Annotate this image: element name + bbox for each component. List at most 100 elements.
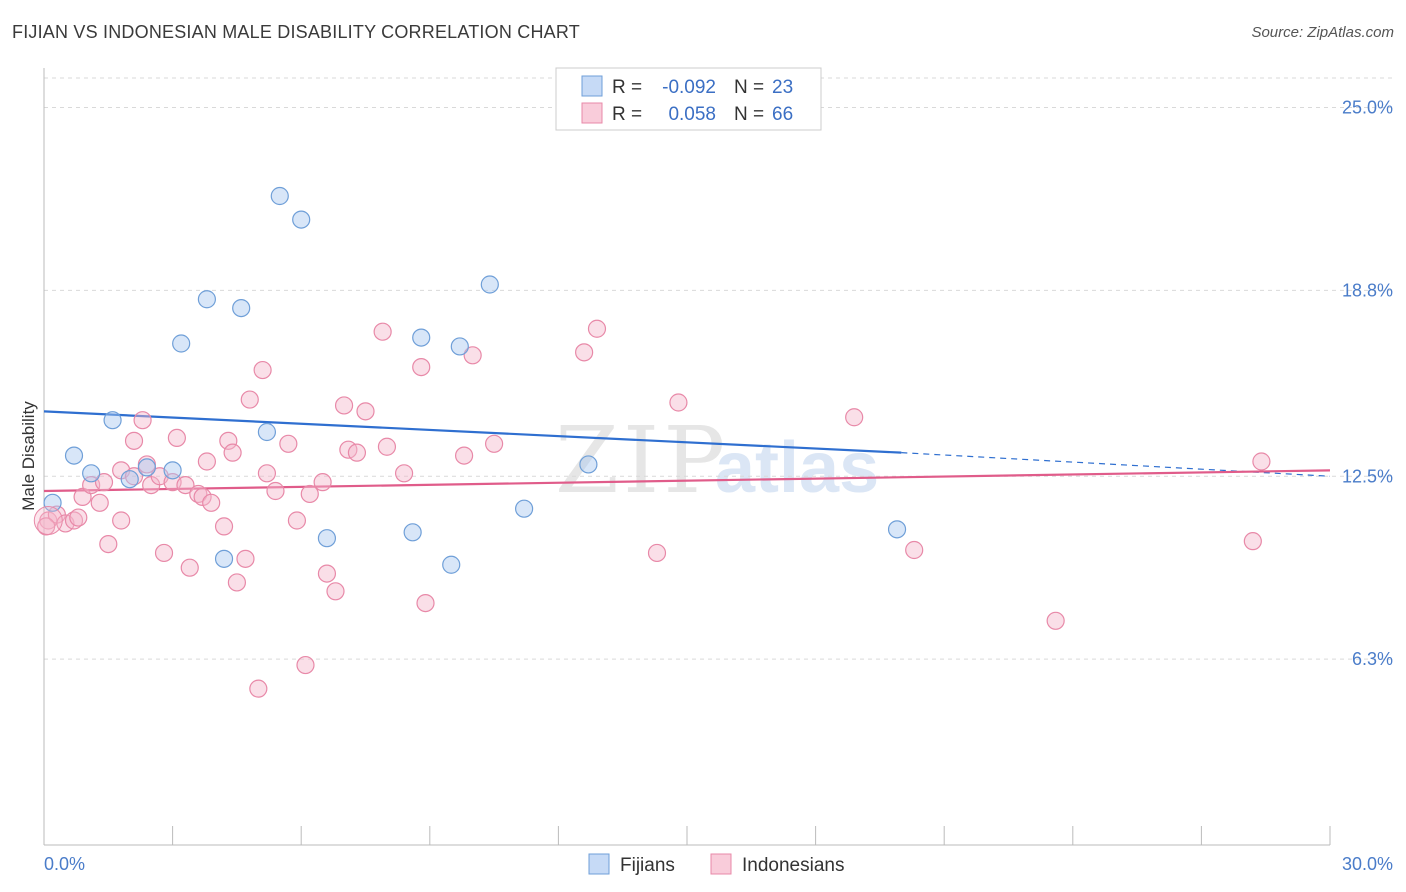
indonesian-point [905,540,924,560]
indonesian-point [154,543,174,563]
indonesian-point [412,358,431,377]
y-tick-labels: 6.3% 12.5% 18.8% 25.0% [1342,98,1393,670]
legend-swatch-fijians [581,75,603,97]
grid-lines [44,77,1393,660]
indonesian-point [356,402,375,421]
indonesian-point [133,411,152,430]
indonesian-point [253,360,272,380]
legend-r-label-2: R = [612,104,642,125]
legend-n-value-2: 66 [772,104,793,125]
indonesian-point [287,511,307,530]
y-tick-label: 18.8% [1342,280,1393,300]
legend-swatch-indonesians [581,102,603,124]
indonesian-point [454,446,474,465]
indonesian-point [37,517,56,536]
fijian-point [887,520,907,539]
fijian-point [579,455,598,474]
series-legend-label-indonesians: Indonesians [742,855,844,876]
stats-legend: R = -0.092 N = 23 R = 0.058 N = 66 [555,67,822,131]
indonesian-point [317,564,337,583]
legend-n-value-1: 23 [772,77,793,98]
indonesian-point [669,393,688,412]
fijian-point [403,523,422,542]
series-legend-swatch-fijians [588,853,610,875]
indonesian-point [347,443,367,462]
indonesian-point [90,493,109,512]
trend-line-indonesians [43,469,1331,493]
watermark-zip: ZIP [555,407,729,514]
indonesian-point [377,437,397,456]
trend-lines [43,410,1331,493]
indonesian-point [587,319,607,338]
indonesian-point [167,428,186,447]
fijian-point [82,464,101,483]
fijian-point [103,411,122,430]
indonesian-point [373,322,392,341]
indonesian-point [257,464,277,483]
fijian-point [412,328,431,347]
fijian-point [442,555,461,574]
legend-n-label-1: N = [734,77,764,98]
indonesian-cluster-point [33,506,63,535]
indonesian-point [197,452,216,471]
indonesian-point [124,431,144,450]
indonesian-point [99,534,118,554]
indonesian-point [240,390,259,409]
fijian-point [172,334,191,353]
indonesian-point [236,549,255,568]
x-tick-label-max: 30.0% [1342,854,1393,874]
indonesian-point [1046,611,1065,630]
indonesian-point [485,434,504,453]
indonesian-point [296,655,315,675]
y-axis-label: Male Disability [19,401,38,511]
fijian-point [197,290,216,309]
indonesian-point [279,434,298,453]
series-legend: Fijians Indonesians [588,853,844,876]
indonesian-point [300,484,319,504]
fijian-point [64,446,84,465]
indonesian-point [394,464,414,483]
fijian-point [137,458,156,477]
fijian-point [232,299,251,318]
indonesian-point [326,582,345,601]
fijian-point [43,493,62,512]
source-credit: Source: ZipAtlas.com [1251,24,1394,41]
axes [43,68,1331,846]
legend-r-label-1: R = [612,77,642,98]
fijian-point [480,275,499,294]
indonesian-point [202,493,221,512]
y-tick-label: 6.3% [1352,649,1393,669]
indonesian-point [575,343,594,362]
watermark-atlas: atlas [715,428,879,508]
indonesian-point [845,408,864,427]
indonesian-point [463,346,482,365]
data-points [33,186,1271,698]
indonesian-point [214,517,234,536]
series-legend-label-fijians: Fijians [620,855,675,876]
indonesian-point [227,573,246,592]
fijian-point [270,186,289,206]
indonesian-point [1243,532,1262,551]
fijian-point [292,210,311,229]
indonesian-point [1252,452,1271,471]
indonesian-point [313,473,332,492]
fijian-point [257,422,277,442]
indonesian-point [223,443,242,462]
fijian-point [450,337,469,356]
fijian-point [214,549,234,568]
indonesian-point [180,558,199,577]
legend-n-label-2: N = [734,104,764,125]
indonesian-point [69,508,88,527]
trend-line-fijians [43,410,902,454]
indonesian-point [94,473,114,492]
chart-title: FIJIAN VS INDONESIAN MALE DISABILITY COR… [12,22,580,42]
fijian-point [163,461,182,480]
fijian-point [515,499,534,518]
legend-r-value-1: -0.092 [662,77,716,98]
indonesian-point [176,476,195,495]
fijian-point [120,470,139,489]
legend-r-value-2: 0.058 [668,104,716,125]
indonesian-point [647,543,667,563]
indonesian-point [266,481,285,501]
